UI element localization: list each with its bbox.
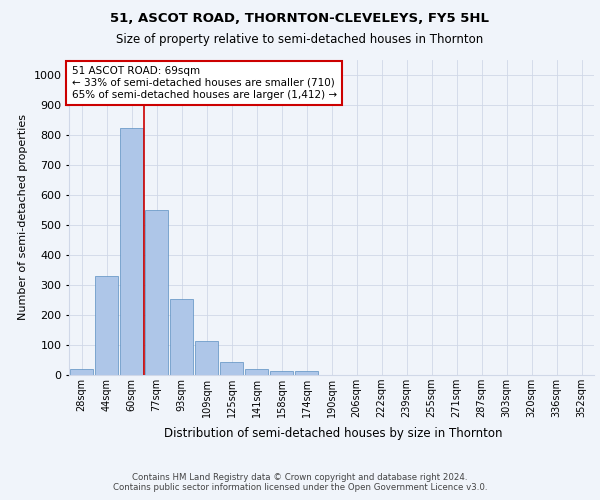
Bar: [120, 128, 143, 375]
Bar: [145, 210, 168, 375]
Bar: [195, 340, 218, 375]
Text: Distribution of semi-detached houses by size in Thornton: Distribution of semi-detached houses by …: [164, 428, 502, 440]
Bar: [70, 369, 93, 375]
Bar: [270, 371, 293, 375]
Bar: [95, 276, 118, 375]
Text: Size of property relative to semi-detached houses in Thornton: Size of property relative to semi-detach…: [116, 32, 484, 46]
Text: 51 ASCOT ROAD: 69sqm
← 33% of semi-detached houses are smaller (710)
65% of semi: 51 ASCOT ROAD: 69sqm ← 33% of semi-detac…: [71, 66, 337, 100]
Bar: [170, 298, 193, 375]
Y-axis label: Number of semi-detached properties: Number of semi-detached properties: [18, 114, 28, 320]
Bar: [295, 372, 318, 375]
Bar: [220, 362, 243, 375]
Text: 51, ASCOT ROAD, THORNTON-CLEVELEYS, FY5 5HL: 51, ASCOT ROAD, THORNTON-CLEVELEYS, FY5 …: [110, 12, 490, 26]
Bar: [245, 369, 268, 375]
Text: Contains HM Land Registry data © Crown copyright and database right 2024.
Contai: Contains HM Land Registry data © Crown c…: [113, 472, 487, 492]
